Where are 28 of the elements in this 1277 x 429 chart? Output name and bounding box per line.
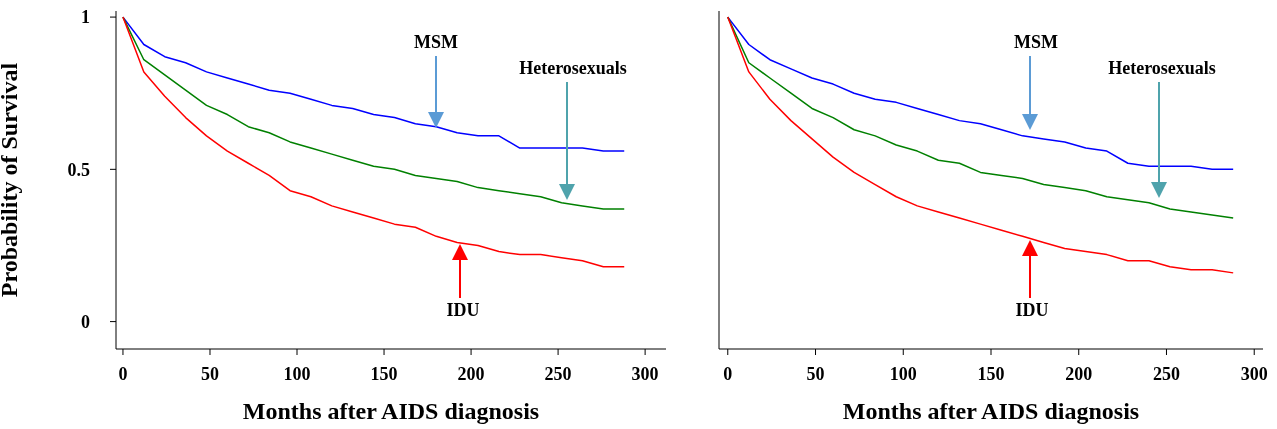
x-tick-label: 100 xyxy=(889,363,917,384)
annotation: IDU xyxy=(1015,300,1049,320)
x-tick-label: 250 xyxy=(1152,363,1180,384)
x-axis-title: Months after AIDS diagnosis xyxy=(242,398,540,424)
y-axis-title: Probability of Survival xyxy=(0,62,22,298)
x-tick-label: 200 xyxy=(457,363,485,384)
annotation: MSM xyxy=(1014,32,1058,52)
x-tick-label: 50 xyxy=(806,363,825,384)
line-series xyxy=(122,16,625,268)
annotation: IDU xyxy=(446,300,480,320)
x-tick-label: 50 xyxy=(200,363,219,384)
x-tick-label: 150 xyxy=(977,363,1005,384)
y-tick-label: 0 xyxy=(81,311,90,332)
x-tick-label: 300 xyxy=(631,363,659,384)
x-axis-title: Months after AIDS diagnosis xyxy=(842,398,1140,424)
x-tick-label: 150 xyxy=(370,363,398,384)
x-tick-label: 200 xyxy=(1065,363,1093,384)
x-tick-label: 0 xyxy=(118,363,128,384)
x-tick-label: 300 xyxy=(1240,363,1268,384)
x-tick-label: 100 xyxy=(283,363,311,384)
x-tick-label: 0 xyxy=(723,363,733,384)
y-tick-label: 1 xyxy=(81,7,90,28)
annotation: Heterosexuals xyxy=(519,58,627,78)
annotation: MSM xyxy=(414,32,458,52)
y-tick-label: 0.5 xyxy=(67,159,90,180)
x-tick-label: 250 xyxy=(544,363,572,384)
line-series xyxy=(122,16,625,152)
annotation: Heterosexuals xyxy=(1108,58,1216,78)
